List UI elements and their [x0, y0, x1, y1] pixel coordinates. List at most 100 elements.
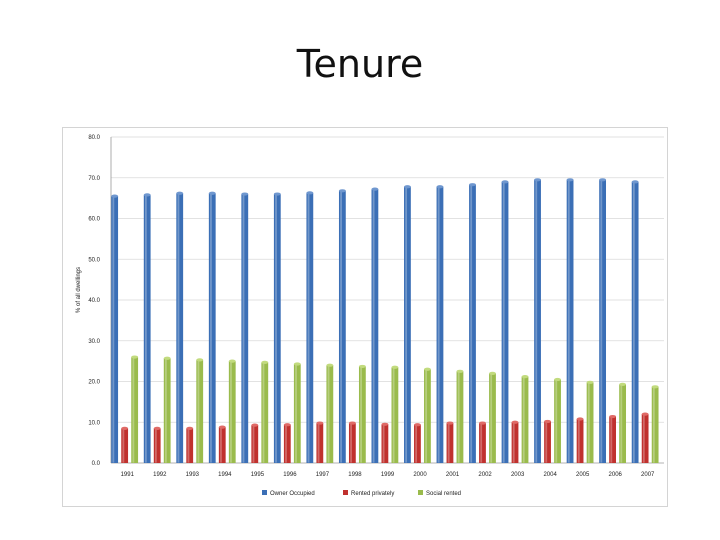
bar-cap — [586, 380, 594, 384]
bar-cap — [521, 375, 529, 379]
bar-cap — [218, 425, 226, 429]
bar — [218, 427, 226, 463]
bar — [176, 193, 184, 464]
bar-highlight — [620, 384, 623, 463]
bar — [554, 379, 561, 463]
bar-cap — [544, 419, 551, 424]
y-tick-label: 40.0 — [88, 298, 100, 304]
bar-cap — [293, 362, 301, 366]
y-tick-label: 50.0 — [88, 257, 100, 263]
bar-cap — [391, 365, 399, 369]
bar-highlight — [112, 196, 115, 463]
bar-cap — [489, 371, 496, 375]
bar-highlight — [490, 373, 493, 463]
bar-cap — [534, 178, 541, 182]
y-tick-label: 70.0 — [88, 176, 100, 182]
bar-cap — [651, 385, 659, 389]
bar-highlight — [275, 194, 277, 463]
bar — [186, 428, 194, 463]
bar-cap — [196, 358, 204, 362]
bar — [293, 363, 301, 463]
bar-highlight — [555, 380, 558, 463]
bar — [651, 386, 659, 463]
bar — [381, 424, 389, 463]
bar — [153, 428, 161, 463]
bar — [489, 373, 496, 463]
bar-cap — [404, 185, 411, 189]
bar-highlight — [242, 194, 245, 463]
bar — [371, 189, 379, 463]
bar-cap — [143, 193, 151, 197]
bar — [404, 186, 411, 463]
bar-cap — [599, 178, 607, 182]
x-tick-label: 2007 — [641, 472, 655, 478]
bar — [111, 196, 119, 463]
bar — [609, 416, 617, 463]
bar — [599, 179, 607, 463]
x-tick-label: 2001 — [446, 472, 460, 478]
x-tick-label: 2000 — [413, 472, 427, 478]
bar-highlight — [522, 377, 525, 463]
bar-cap — [358, 364, 366, 369]
bar-cap — [501, 180, 509, 184]
bar-highlight — [577, 419, 580, 463]
bar-cap — [163, 356, 171, 360]
bar — [631, 181, 639, 463]
bar-highlight — [447, 423, 450, 463]
x-tick-label: 1991 — [121, 472, 135, 478]
y-tick-label: 80.0 — [88, 135, 100, 141]
bar — [143, 194, 151, 463]
bar — [641, 414, 649, 463]
bar-highlight — [512, 422, 515, 463]
y-tick-label: 20.0 — [88, 380, 100, 386]
bar-highlight — [652, 387, 655, 463]
bar-highlight — [350, 423, 352, 463]
bar — [469, 184, 476, 464]
y-tick-label: 60.0 — [88, 217, 100, 223]
bar-highlight — [600, 180, 603, 463]
bar-highlight — [307, 193, 310, 463]
bar — [534, 179, 541, 463]
bar-highlight — [425, 369, 428, 463]
bar — [283, 424, 291, 463]
bar-cap — [283, 423, 291, 427]
bar-cap — [228, 359, 236, 363]
bar — [501, 181, 509, 463]
bar-cap — [348, 421, 356, 425]
x-tick-label: 2004 — [543, 472, 557, 478]
bar-cap — [241, 192, 249, 196]
bar-cap — [414, 423, 421, 427]
bar-highlight — [285, 425, 287, 463]
bar-cap — [446, 421, 454, 425]
bar-cap — [338, 189, 346, 193]
bar-cap — [479, 421, 486, 425]
bar-highlight — [610, 417, 613, 463]
bar — [306, 192, 314, 463]
bar — [131, 357, 139, 463]
bar-cap — [619, 382, 627, 386]
bar-highlight — [197, 360, 200, 463]
bar — [479, 423, 486, 463]
bar — [446, 423, 454, 463]
bar-highlight — [340, 191, 342, 463]
legend-swatch — [262, 490, 267, 495]
bar-highlight — [535, 180, 538, 463]
bar-highlight — [122, 428, 125, 463]
x-tick-label: 2005 — [576, 472, 590, 478]
bar — [273, 194, 281, 464]
x-tick-label: 2002 — [478, 472, 492, 478]
legend-label: Social rented — [426, 491, 461, 497]
bar — [424, 369, 431, 463]
bar-highlight — [187, 428, 190, 463]
bar-highlight — [327, 365, 330, 463]
bar-cap — [306, 191, 314, 195]
legend-label: Owner Occupied — [270, 491, 315, 497]
bar — [521, 376, 529, 463]
y-tick-label: 10.0 — [88, 420, 100, 426]
y-tick-label: 30.0 — [88, 339, 100, 345]
bar-cap — [469, 183, 476, 187]
bar-highlight — [437, 187, 440, 463]
bar — [163, 358, 171, 463]
bar — [436, 186, 444, 463]
x-tick-label: 1996 — [283, 472, 297, 478]
